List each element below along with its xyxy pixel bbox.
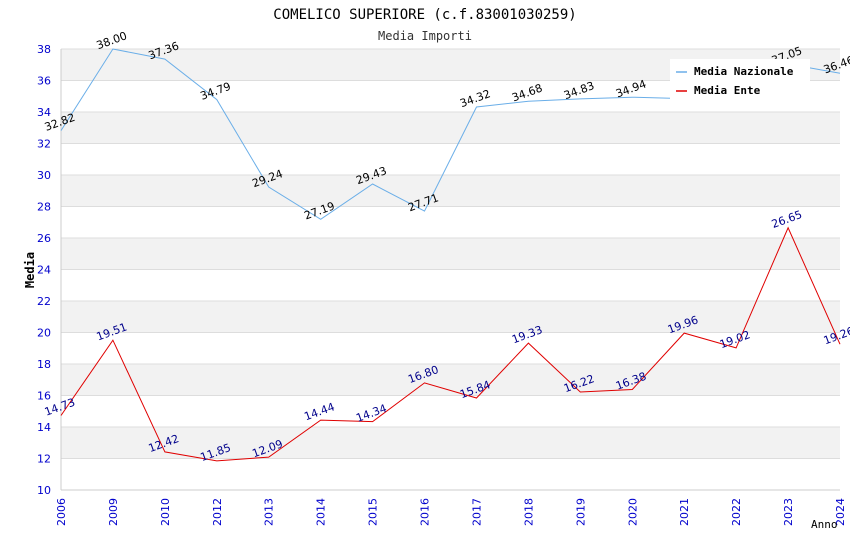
band	[61, 175, 840, 207]
y-tick-label: 30	[37, 169, 51, 182]
data-label: 14.44	[302, 400, 336, 423]
x-axis-label: Anno	[811, 518, 838, 531]
y-tick-label: 36	[37, 75, 51, 88]
legend-box	[670, 59, 810, 101]
x-tick-label: 2016	[419, 498, 432, 526]
axes	[60, 49, 840, 491]
x-tick-label: 2015	[367, 498, 380, 526]
band	[61, 427, 840, 459]
x-tick-label: 2019	[574, 498, 587, 526]
x-tick-label: 2020	[626, 498, 639, 526]
series-line-1	[60, 226, 841, 462]
y-tick-label: 34	[37, 106, 51, 119]
y-tick-label: 12	[37, 453, 51, 466]
y-tick-labels: 10 12 14 16 18 20 22 24 26 28 30 32 34 36 38	[37, 43, 51, 497]
y-tick-label: 16	[37, 390, 51, 403]
x-tick-label: 2018	[522, 498, 535, 526]
y-tick-label: 22	[37, 295, 51, 308]
y-axis-label: Media	[23, 252, 37, 288]
data-label: 26.65	[770, 208, 804, 231]
background-bands	[61, 49, 840, 459]
y-tick-label: 10	[37, 484, 51, 497]
y-tick-label: 18	[37, 358, 51, 371]
x-tick-label: 2024	[834, 498, 847, 526]
y-tick-label: 38	[37, 43, 51, 56]
legend: Media Nazionale Media Ente	[670, 59, 810, 101]
x-tick-label: 2013	[263, 498, 276, 526]
chart-title: COMELICO SUPERIORE (c.f.83001030259)	[273, 7, 576, 23]
band	[61, 112, 840, 144]
y-tick-label: 20	[37, 327, 51, 340]
x-tick-label: 2009	[107, 498, 120, 526]
x-tick-label: 2022	[730, 498, 743, 526]
x-tick-label: 2006	[55, 498, 68, 526]
x-tick-label: 2023	[782, 498, 795, 526]
x-tick-label: 2010	[159, 498, 172, 526]
legend-label-nazionale: Media Nazionale	[694, 65, 794, 78]
y-tick-label: 24	[37, 264, 51, 277]
y-tick-label: 28	[37, 201, 51, 214]
x-tick-labels: 2006 2009 2010 2012 2013 2014 2015 2016 2017 2018…	[55, 498, 847, 526]
chart-subtitle: Media Importi	[378, 29, 472, 43]
x-tick-label: 2012	[211, 498, 224, 526]
x-tick-label: 2021	[678, 498, 691, 526]
y-tick-label: 14	[37, 421, 51, 434]
legend-label-ente: Media Ente	[694, 84, 761, 97]
data-label: 34.79	[199, 80, 233, 103]
y-tick-label: 32	[37, 138, 51, 151]
band	[61, 301, 840, 333]
band	[61, 238, 840, 270]
y-tick-label: 26	[37, 232, 51, 245]
data-label: 34.32	[458, 87, 492, 110]
x-tick-label: 2017	[470, 498, 483, 526]
x-tick-label: 2014	[315, 498, 328, 526]
